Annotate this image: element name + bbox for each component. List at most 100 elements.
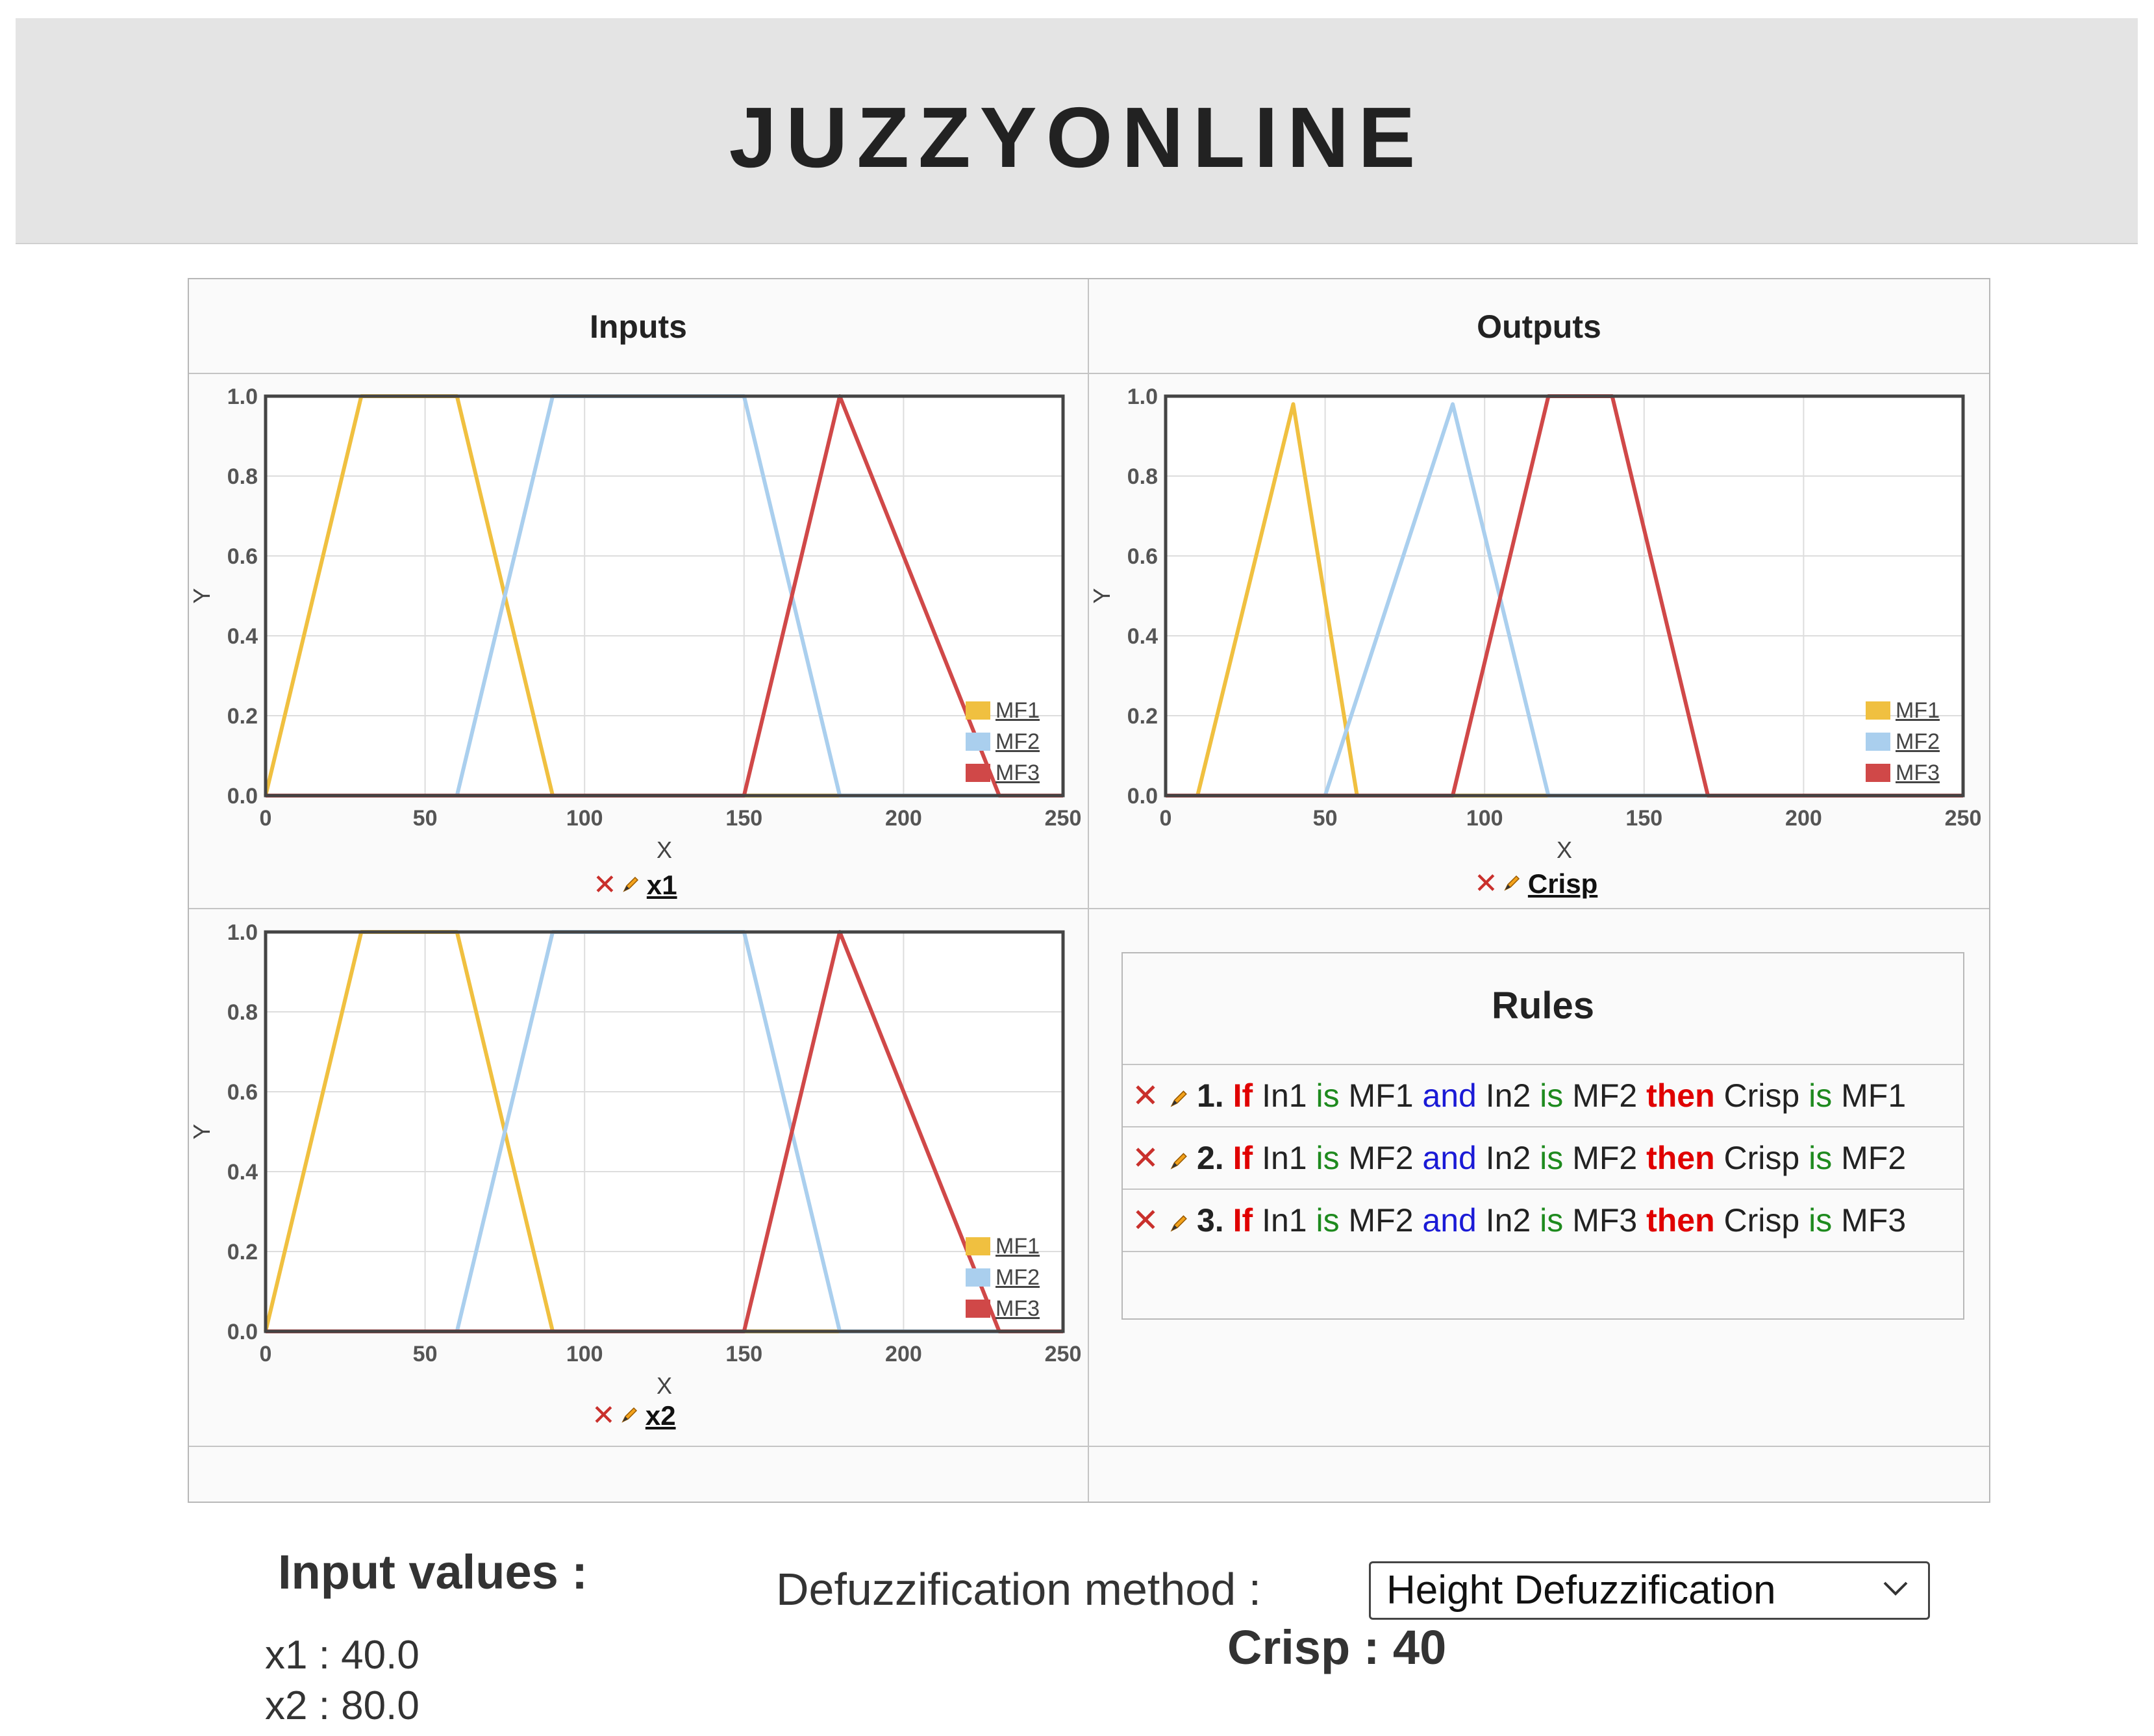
close-icon[interactable]: ✕ <box>1474 868 1498 899</box>
rule-keyword-is: is <box>1316 1140 1340 1176</box>
pencil-icon[interactable] <box>1168 1077 1189 1114</box>
legend-item-mf2[interactable]: MF2 <box>966 1262 1040 1293</box>
rule-input: In1 <box>1262 1140 1307 1176</box>
rule-output: Crisp <box>1723 1202 1800 1239</box>
rule-keyword-and: and <box>1422 1202 1477 1239</box>
x-tick-label: 200 <box>1785 806 1822 831</box>
pencil-icon[interactable] <box>620 1402 639 1429</box>
legend-label[interactable]: MF2 <box>996 1264 1040 1290</box>
legend-item-mf3[interactable]: MF3 <box>1866 757 1940 788</box>
y-tick-label: 0.0 <box>227 1320 258 1344</box>
rule-mf: MF2 <box>1572 1077 1638 1114</box>
chart-legend: MF1 MF2 MF3 <box>966 1231 1040 1324</box>
legend-swatch <box>966 1237 990 1255</box>
rule-input: In2 <box>1485 1202 1531 1239</box>
legend-label[interactable]: MF3 <box>1896 760 1940 785</box>
legend-label[interactable]: MF2 <box>996 729 1040 754</box>
variable-link-x1[interactable]: x1 <box>646 870 677 900</box>
grid-divider <box>189 908 1989 909</box>
close-icon[interactable]: ✕ <box>592 1400 616 1431</box>
rule-keyword-is: is <box>1809 1077 1833 1114</box>
y-tick-label: 0.4 <box>227 624 258 649</box>
app-header: JUZZYONLINE <box>16 18 2138 244</box>
input-values-title: Input values : <box>278 1545 588 1599</box>
close-icon[interactable]: ✕ <box>1132 1202 1159 1239</box>
close-icon[interactable]: ✕ <box>593 869 617 901</box>
rule-mf: MF2 <box>1572 1140 1638 1176</box>
y-axis-label: Y <box>188 1124 215 1139</box>
rule-output: Crisp <box>1723 1077 1800 1114</box>
rule-mf: MF2 <box>1348 1140 1414 1176</box>
legend-label[interactable]: MF2 <box>1896 729 1940 754</box>
y-tick-label: 0.8 <box>227 1000 258 1025</box>
rule-number: 3. <box>1197 1202 1224 1239</box>
legend-item-mf1[interactable]: MF1 <box>1866 695 1940 726</box>
x-tick-label: 0 <box>260 1342 272 1366</box>
legend-label[interactable]: MF3 <box>996 760 1040 785</box>
output-crisp-chart: 0 50 100 150 200 250 0.0 0.2 0.4 0.6 0.8 1.0 X Y MF1 … <box>1088 377 1984 912</box>
y-tick-label: 0.2 <box>227 1240 258 1264</box>
rule-mf: MF2 <box>1348 1202 1414 1239</box>
legend-item-mf1[interactable]: MF1 <box>966 695 1040 726</box>
chart-legend: MF1 MF2 MF3 <box>966 695 1040 788</box>
defuzzification-selected-value: Height Defuzzification <box>1386 1568 1776 1613</box>
rule-mf: MF1 <box>1841 1077 1907 1114</box>
legend-item-mf1[interactable]: MF1 <box>966 1231 1040 1262</box>
pencil-icon[interactable] <box>621 872 640 899</box>
rule-keyword-and: and <box>1422 1077 1477 1114</box>
y-tick-label: 0.4 <box>227 1160 258 1185</box>
legend-item-mf3[interactable]: MF3 <box>966 757 1040 788</box>
y-axis-label: Y <box>1088 588 1115 603</box>
y-tick-label: 0.0 <box>1127 784 1158 809</box>
y-tick-label: 0.4 <box>1127 624 1158 649</box>
legend-label[interactable]: MF3 <box>996 1296 1040 1321</box>
x-tick-label: 250 <box>1045 1342 1082 1366</box>
rule-keyword-is: is <box>1809 1140 1833 1176</box>
defuzzification-select[interactable]: Height Defuzzification <box>1369 1561 1930 1620</box>
x-axis-label: X <box>657 1372 672 1399</box>
rules-title: Rules <box>1492 985 1594 1027</box>
rule-mf: MF2 <box>1841 1140 1907 1176</box>
pencil-icon[interactable] <box>1168 1202 1189 1239</box>
outputs-heading: Outputs <box>1477 308 1601 345</box>
x-tick-label: 100 <box>566 1342 603 1366</box>
x-tick-label: 200 <box>885 1342 922 1366</box>
input-x1-chart: 0 50 100 150 200 250 0.0 0.2 0.4 0.6 0.8 1.0 X Y MF1 … <box>188 377 1084 912</box>
y-tick-label: 0.6 <box>227 544 258 569</box>
rule-keyword-if: If <box>1233 1202 1253 1239</box>
rule-keyword-if: If <box>1233 1140 1253 1176</box>
close-icon[interactable]: ✕ <box>1132 1077 1159 1114</box>
rule-number: 2. <box>1197 1140 1224 1176</box>
legend-swatch <box>1866 764 1890 782</box>
inputs-heading: Inputs <box>590 308 687 345</box>
y-tick-label: 1.0 <box>227 384 258 409</box>
chart-legend: MF1 MF2 MF3 <box>1866 695 1940 788</box>
legend-item-mf2[interactable]: MF2 <box>1866 726 1940 757</box>
x-axis-label: X <box>657 837 672 863</box>
legend-label[interactable]: MF1 <box>1896 698 1940 723</box>
rule-keyword-and: and <box>1422 1140 1477 1176</box>
x-tick-label: 50 <box>413 1342 438 1366</box>
crisp-output-value: Crisp : 40 <box>1227 1620 1447 1674</box>
x-tick-label: 100 <box>1466 806 1503 831</box>
rule-row-3: ✕ 3. If In1 is MF2 and In2 is MF3 then C… <box>1123 1189 1963 1251</box>
y-tick-label: 0.8 <box>227 464 258 489</box>
legend-item-mf3[interactable]: MF3 <box>966 1293 1040 1324</box>
plot-area <box>266 932 1063 1331</box>
rule-row-2: ✕ 2. If In1 is MF2 and In2 is MF2 then C… <box>1123 1126 1963 1189</box>
legend-label[interactable]: MF1 <box>996 698 1040 723</box>
pencil-icon[interactable] <box>1502 870 1522 898</box>
legend-swatch <box>966 1268 990 1287</box>
x-axis-label: X <box>1557 837 1572 863</box>
legend-swatch <box>966 1300 990 1318</box>
variable-link-x2[interactable]: x2 <box>645 1400 676 1431</box>
legend-label[interactable]: MF1 <box>996 1233 1040 1259</box>
legend-item-mf2[interactable]: MF2 <box>966 726 1040 757</box>
close-icon[interactable]: ✕ <box>1132 1140 1159 1176</box>
y-tick-label: 1.0 <box>227 920 258 945</box>
plot-frame <box>264 394 1065 798</box>
input-x2-chart: 0 50 100 150 200 250 0.0 0.2 0.4 0.6 0.8 1.0 X Y MF1 … <box>188 912 1084 1448</box>
rule-keyword-is: is <box>1316 1202 1340 1239</box>
pencil-icon[interactable] <box>1168 1140 1189 1176</box>
variable-link-crisp[interactable]: Crisp <box>1527 868 1598 899</box>
